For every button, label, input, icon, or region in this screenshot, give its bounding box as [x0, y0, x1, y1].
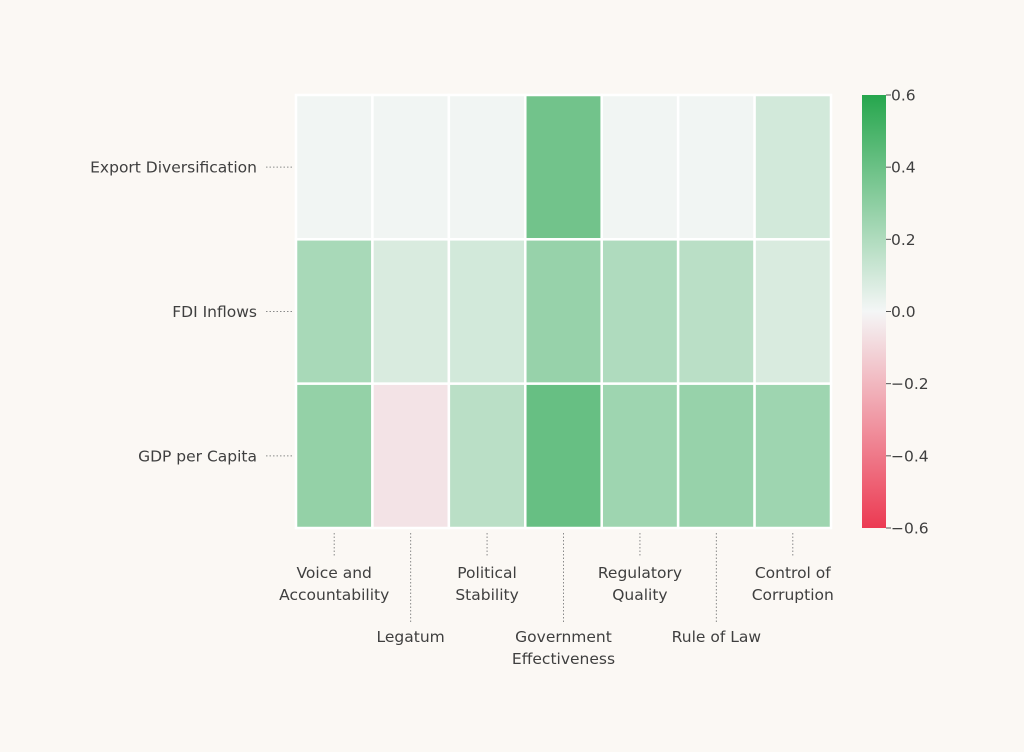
heatmap-cell	[524, 93, 603, 241]
column-label: Accountability	[279, 586, 389, 604]
column-label: Political	[457, 564, 517, 582]
column-label: Government	[515, 628, 612, 646]
heatmap-cell	[371, 93, 451, 241]
row-label: GDP per Capita	[138, 447, 257, 465]
column-label: Effectiveness	[512, 650, 615, 668]
heatmap-cell	[600, 238, 680, 385]
heatmap-cell	[676, 238, 756, 385]
heatmap-cells	[294, 93, 833, 530]
heatmap-cell	[371, 238, 451, 385]
heatmap-cell	[600, 93, 680, 241]
colorbar-tick-label: 0.6	[891, 87, 916, 105]
colorbar-tick-label: 0.4	[891, 159, 916, 177]
heatmap-cell	[371, 382, 451, 530]
colorbar	[862, 95, 886, 528]
colorbar-tick-label: −0.6	[891, 520, 929, 538]
heatmap-cell	[294, 382, 374, 530]
column-label: Regulatory	[598, 564, 682, 582]
column-label: Control of	[755, 564, 831, 582]
heatmap-cell	[294, 238, 374, 385]
heatmap-cell	[447, 238, 527, 385]
heatmap-cell	[447, 93, 527, 241]
colorbar-tick-label: 0.2	[891, 231, 916, 249]
column-labels: Voice and Accountability Legatum Political S…	[279, 533, 834, 668]
column-label: Rule of Law	[672, 628, 762, 646]
heatmap-cell	[524, 382, 603, 530]
colorbar-tick-label: 0.0	[891, 303, 916, 321]
row-label: FDI Inflows	[172, 303, 257, 321]
heatmap-cell	[447, 382, 527, 530]
column-label: Corruption	[752, 586, 834, 604]
heatmap-cell	[676, 93, 756, 241]
column-label: Voice and	[297, 564, 372, 582]
row-label: Export Diversification	[90, 159, 257, 177]
heatmap-cell	[524, 238, 603, 385]
heatmap-cell	[600, 382, 680, 530]
heatmap-cell	[753, 93, 833, 241]
column-label: Quality	[612, 586, 667, 604]
column-label: Stability	[455, 586, 518, 604]
colorbar-tick-label: −0.4	[891, 447, 929, 465]
heatmap-cell	[753, 382, 833, 530]
heatmap-cell	[676, 382, 756, 530]
colorbar-ticks: 0.6 0.4 0.2 0.0 −0.2 −0.4 −0.6	[886, 87, 929, 538]
heatmap-cell	[753, 238, 833, 385]
colorbar-tick-label: −0.2	[891, 375, 929, 393]
row-labels: Export Diversification FDI Inflows GDP per…	[90, 159, 293, 465]
column-label: Legatum	[377, 628, 445, 646]
heatmap-cell	[294, 93, 374, 241]
